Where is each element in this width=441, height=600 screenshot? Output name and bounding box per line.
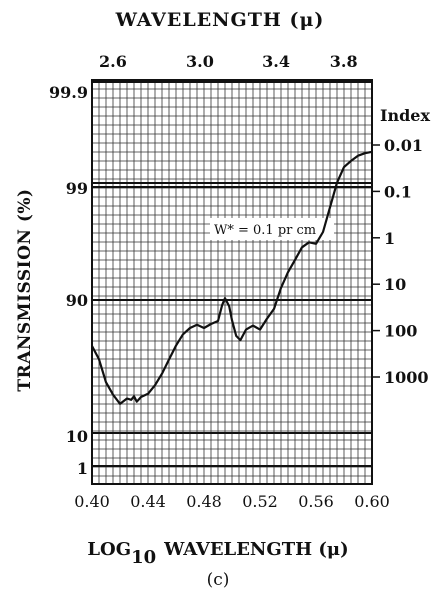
chart-grid <box>91 79 373 484</box>
x-tick-label: 0.40 <box>74 492 110 511</box>
x-tick-label: 0.48 <box>186 492 222 511</box>
right-tick-label: 0.01 <box>384 136 423 155</box>
right-tick-label: 10 <box>384 275 406 294</box>
right-tick-label: 0.1 <box>384 182 412 201</box>
top-axis-title: WAVELENGTH (μ) <box>115 9 325 31</box>
y-tick-label: 90 <box>66 291 88 310</box>
x-axis-label-prefix: LOG <box>87 539 131 560</box>
plot-frame <box>91 79 373 485</box>
y-tick-label: 99 <box>66 179 88 198</box>
top-tick-label: 3.8 <box>330 52 358 71</box>
top-tick-label: 3.0 <box>186 52 214 71</box>
x-axis-label-suffix: WAVELENGTH (μ) <box>163 539 348 560</box>
x-tick-label: 0.56 <box>298 492 334 511</box>
right-tick-label: 1000 <box>384 368 429 387</box>
y-axis-label: TRANSMISSION (%) <box>15 188 35 391</box>
top-tick-label: 2.6 <box>99 52 127 71</box>
x-axis-label-subscript: 10 <box>131 547 156 568</box>
y-tick-label: 99.9 <box>49 83 88 102</box>
annotation-background <box>210 218 334 240</box>
y-axis-ticks: 99.9 99 90 10 1 <box>49 83 88 478</box>
right-tick-label: 100 <box>384 322 417 341</box>
transmission-curve <box>91 150 373 405</box>
x-axis-label: LOG10 WAVELENGTH (μ) <box>87 539 348 568</box>
x-tick-label: 0.52 <box>242 492 278 511</box>
x-tick-label: 0.60 <box>354 492 390 511</box>
top-axis-ticks: 2.6 3.0 3.4 3.8 <box>99 52 358 71</box>
right-axis-ticks: 0.01 0.1 1 10 100 1000 <box>372 136 429 387</box>
y-tick-label: 10 <box>66 427 88 446</box>
x-tick-label: 0.44 <box>130 492 166 511</box>
top-tick-label: 3.4 <box>262 52 290 71</box>
right-axis-title: Index <box>380 106 430 125</box>
y-tick-label: 1 <box>77 459 88 478</box>
right-tick-label: 1 <box>384 229 395 248</box>
annotation-label: W* = 0.1 pr cm <box>214 223 316 238</box>
figure-caption: (c) <box>207 570 230 590</box>
x-axis-ticks: 0.40 0.44 0.48 0.52 0.56 0.60 <box>74 492 390 511</box>
